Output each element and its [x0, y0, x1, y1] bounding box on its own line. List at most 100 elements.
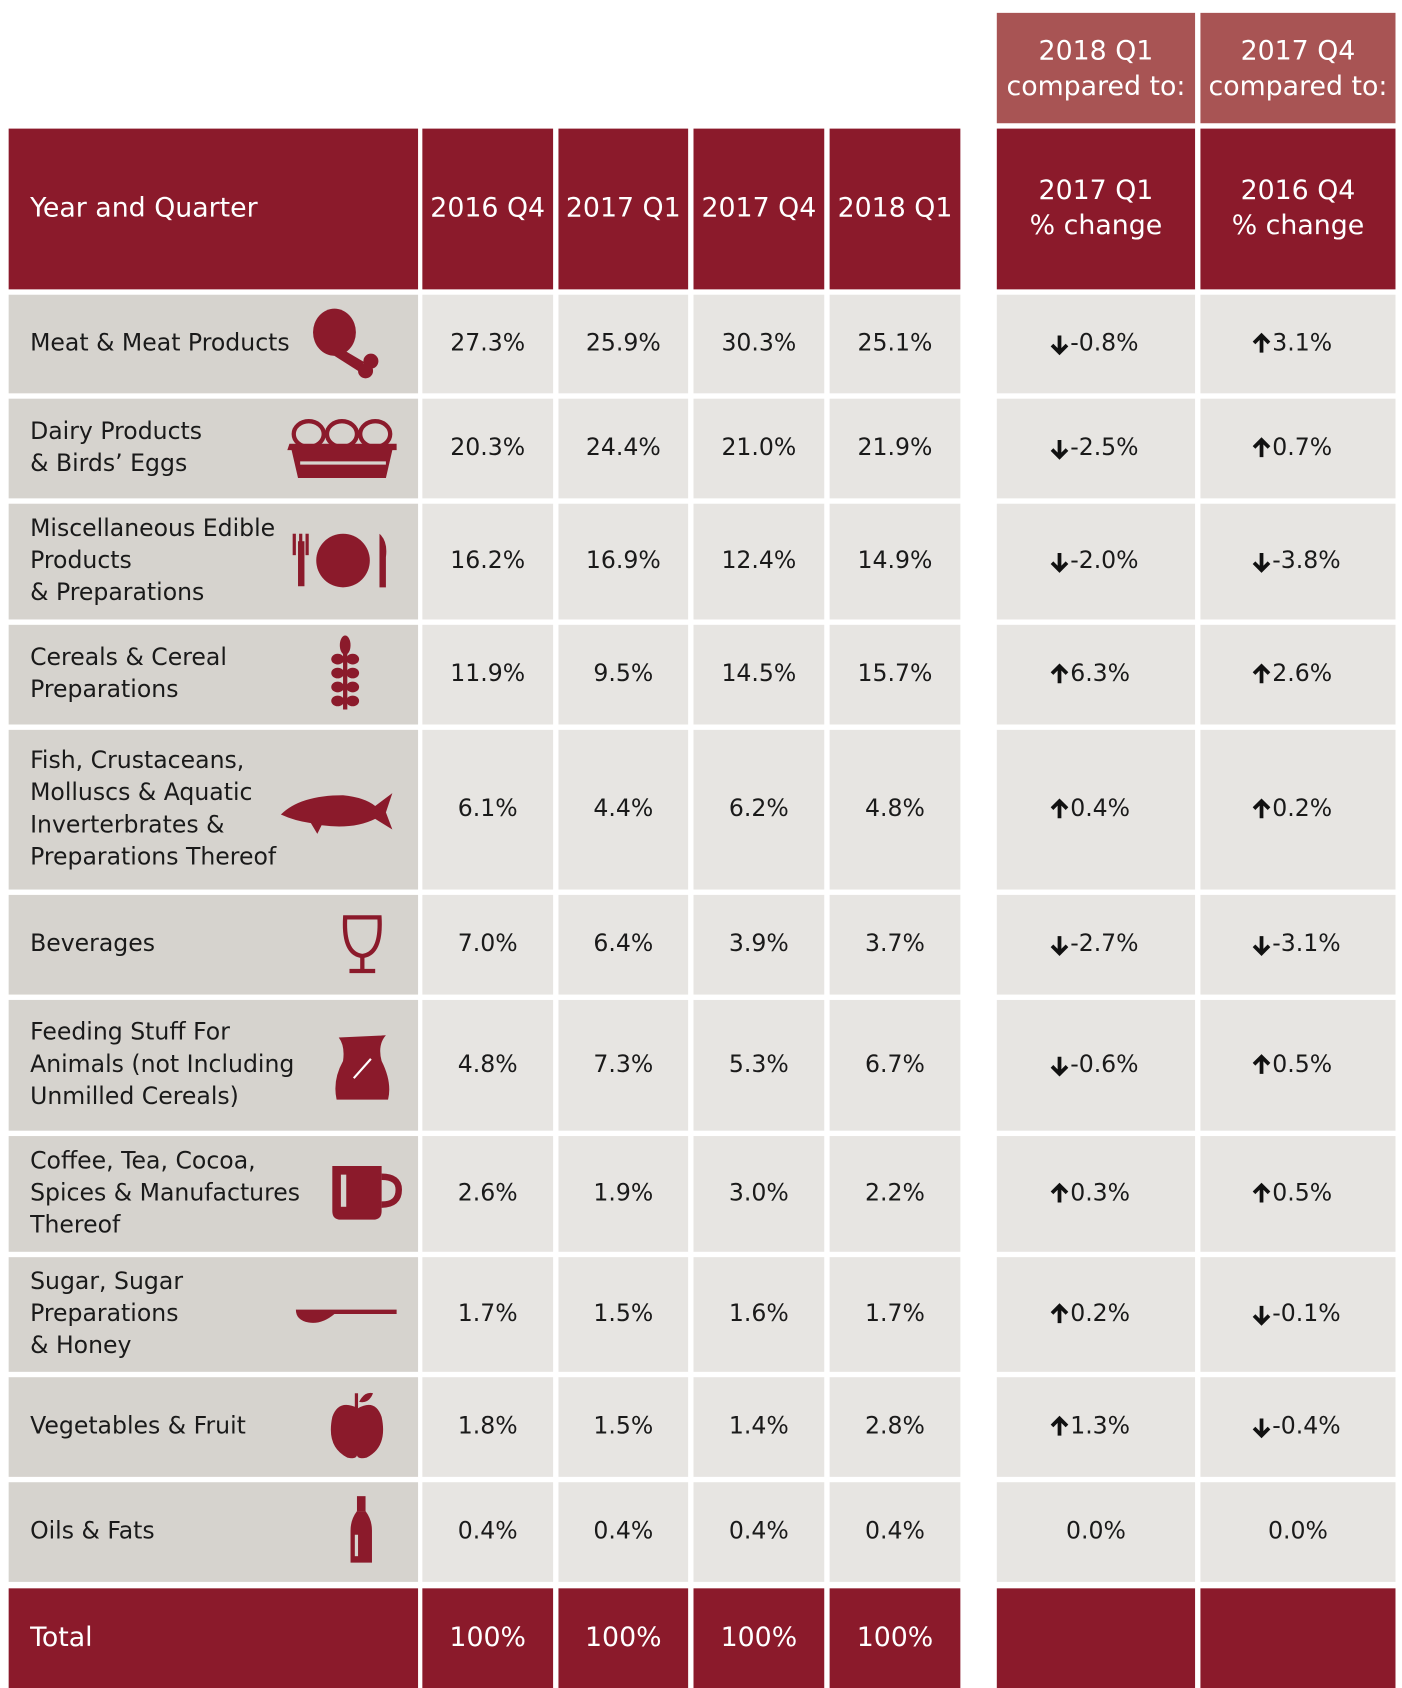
cell-text: Miscellaneous Edible — [30, 514, 275, 542]
value-cell — [996, 1257, 1196, 1372]
cell-text: Molluscs & Aquatic — [30, 778, 252, 806]
value-cell — [829, 1482, 961, 1582]
value-cell — [693, 1377, 825, 1477]
cell-text: Year and Quarter — [29, 192, 259, 223]
value-text: 1.6% — [729, 1299, 789, 1327]
total-value: 100% — [585, 1622, 662, 1653]
header-cell — [558, 128, 689, 290]
value-cell — [558, 999, 689, 1131]
change-text: 1.3% — [1070, 1412, 1130, 1440]
cell-text: Beverages — [30, 929, 155, 957]
value-cell — [829, 894, 961, 995]
cell-text: 2016 Q4 — [430, 192, 545, 223]
change-text: 6.3% — [1070, 659, 1130, 687]
value-text: 9.5% — [593, 659, 653, 687]
value-text: 2.6% — [458, 1178, 518, 1206]
value-cell — [693, 999, 825, 1131]
cell-text: Products — [30, 546, 132, 574]
change-text: 0.4% — [1070, 794, 1130, 822]
total-value: 100% — [857, 1622, 934, 1653]
value-cell — [1200, 729, 1396, 890]
value-text: 5.3% — [729, 1050, 789, 1078]
arrow-up — [1050, 1303, 1069, 1324]
value-text: 15.7% — [858, 659, 933, 687]
arrow-up — [1252, 437, 1271, 458]
value-text: 27.3% — [450, 329, 525, 357]
value-cell — [996, 999, 1196, 1131]
arrow-up — [1252, 663, 1271, 684]
cell-text: 2017 Q4 — [1241, 35, 1356, 66]
cell-text: Thereof — [29, 1211, 121, 1239]
value-text: 1.4% — [729, 1412, 789, 1440]
value-text: 1.5% — [593, 1299, 653, 1327]
arrow-down — [1252, 1418, 1271, 1439]
value-text: 6.1% — [458, 794, 518, 822]
arrow-up — [1050, 663, 1069, 684]
value-cell — [829, 1377, 961, 1477]
value-cell — [558, 1482, 689, 1582]
total-cell — [829, 1588, 961, 1688]
icon-spoon — [295, 1309, 397, 1323]
cells: 2018 Q1 compared to: 2017 Q4 compared to: Ye… — [8, 12, 1396, 1688]
value-cell — [1200, 894, 1396, 995]
value-text: 25.9% — [586, 329, 661, 357]
cell-text: Meat & Meat Products — [30, 329, 290, 357]
value-cell — [422, 624, 554, 725]
cell-text: & Preparations — [30, 578, 204, 606]
value-cell — [558, 1136, 689, 1252]
value-text: 2.2% — [865, 1178, 925, 1206]
cell-text: Preparations Thereof — [30, 842, 277, 870]
arrow-down — [1050, 439, 1069, 460]
cell-text: Vegetables & Fruit — [30, 1412, 246, 1440]
cell-text: Inverterbrates & — [30, 810, 224, 838]
change-text: 0.7% — [1272, 433, 1332, 461]
change-text: -3.8% — [1272, 546, 1340, 574]
icon-wheat — [331, 635, 360, 710]
change-text: -2.7% — [1070, 929, 1138, 957]
header-cell — [422, 128, 554, 290]
icon-meat — [313, 308, 379, 379]
header-cell — [1200, 128, 1396, 290]
icon-sack — [335, 1035, 390, 1100]
cell-text: 2017 Q1 — [1039, 175, 1154, 206]
value-cell — [558, 1377, 689, 1477]
cell-text: Animals (not Including — [30, 1050, 294, 1078]
value-text: 3.9% — [729, 929, 789, 957]
change-text: 0.0% — [1066, 1517, 1126, 1545]
value-cell — [422, 894, 554, 995]
value-cell — [1200, 398, 1396, 499]
value-cell — [422, 729, 554, 890]
change-text: 0.0% — [1268, 1517, 1328, 1545]
value-cell — [693, 294, 825, 394]
value-cell — [996, 503, 1196, 620]
cell-text: 2017 Q1 — [566, 192, 681, 223]
cell-text: % change — [1232, 210, 1365, 241]
arrow-down — [1050, 553, 1069, 573]
value-cell — [996, 398, 1196, 499]
value-cell — [829, 294, 961, 394]
value-text: 0.4% — [593, 1517, 653, 1545]
value-text: 1.7% — [865, 1299, 925, 1327]
cell-text: 2017 Q4 — [701, 192, 816, 223]
cell-text: & Honey — [30, 1331, 131, 1359]
value-text: 7.3% — [593, 1050, 653, 1078]
change-text: 0.2% — [1272, 794, 1332, 822]
change-text: -0.6% — [1070, 1050, 1138, 1078]
change-text: 2.6% — [1272, 659, 1332, 687]
cell-text: compared to: — [1006, 71, 1185, 102]
cell-text: Coffee, Tea, Cocoa, — [30, 1146, 256, 1174]
value-text: 1.7% — [458, 1299, 518, 1327]
total-cell — [558, 1588, 689, 1688]
arrow-down — [1252, 553, 1271, 573]
cell-text: Unmilled Cereals) — [30, 1082, 239, 1110]
arrow-up — [1252, 1054, 1271, 1074]
total-cell — [996, 1588, 1196, 1688]
cell-text: compared to: — [1208, 71, 1387, 102]
cell-text: & Birds’ Eggs — [30, 449, 187, 477]
value-text: 21.9% — [858, 433, 933, 461]
value-text: 12.4% — [721, 546, 796, 574]
value-cell — [829, 1136, 961, 1252]
value-cell — [829, 999, 961, 1131]
value-cell — [1200, 1377, 1396, 1477]
